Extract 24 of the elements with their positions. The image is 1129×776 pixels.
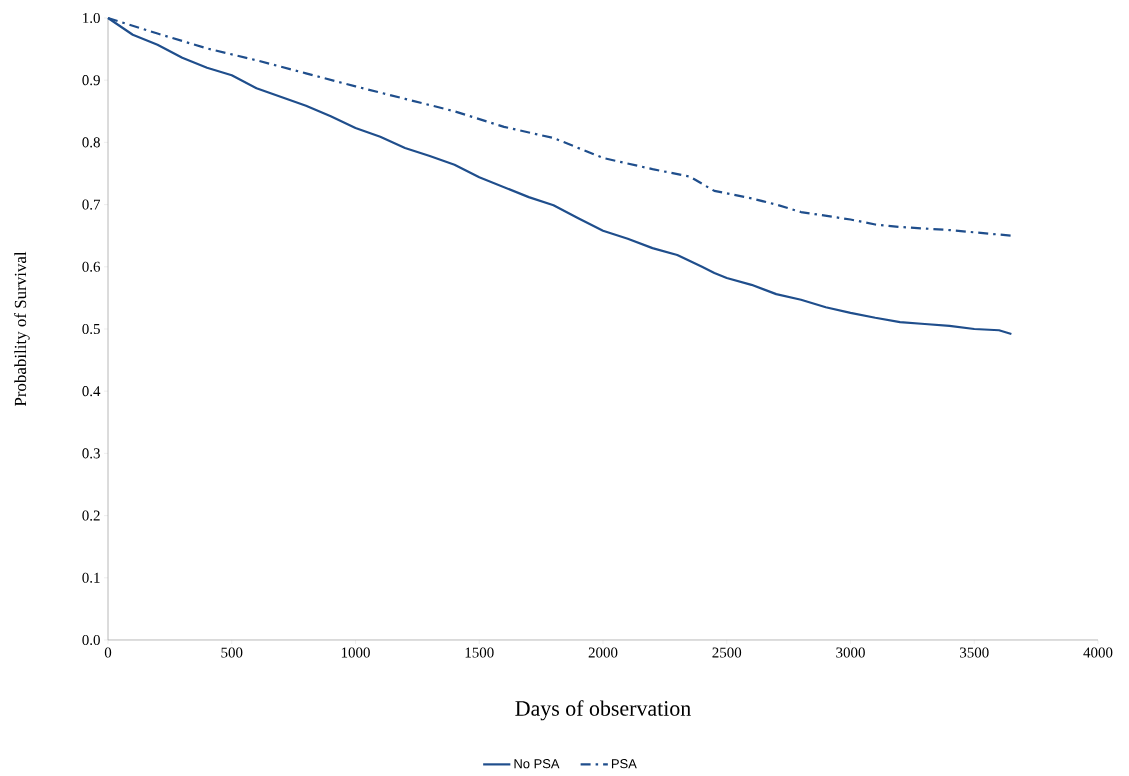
x-tick-label: 2500	[712, 647, 742, 658]
y-axis-title: Probability of Survival	[14, 251, 30, 407]
y-tick-label: 0.0	[82, 634, 100, 646]
x-tick-label: 3000	[836, 647, 865, 658]
x-tick-label: 0	[104, 647, 112, 658]
x-tick-label: 3500	[960, 647, 989, 658]
x-tick-label: 500	[221, 647, 243, 658]
y-tick-label: 0.2	[82, 510, 100, 521]
x-axis-title: Days of observation	[515, 700, 691, 721]
y-tick-label: 0.3	[82, 448, 100, 459]
x-tick-label: 1500	[465, 647, 494, 658]
y-tick-label: 0.1	[82, 572, 100, 583]
y-tick-label: 1.0	[83, 12, 100, 24]
y-tick-label: 0.9	[82, 75, 100, 86]
x-tick-label: 1000	[341, 647, 370, 658]
x-tick-label: 4000	[1083, 647, 1113, 658]
y-tick-label: 0.5	[82, 323, 100, 335]
legend-label: PSA	[611, 759, 637, 769]
y-tick-label: 0.6	[82, 261, 101, 272]
y-tick-label: 0.4	[82, 386, 101, 397]
y-tick-label: 0.8	[82, 137, 100, 148]
y-tick-label: 0.7	[82, 199, 101, 210]
x-tick-label: 2000	[588, 647, 618, 658]
legend-label: No PSA	[514, 759, 560, 769]
